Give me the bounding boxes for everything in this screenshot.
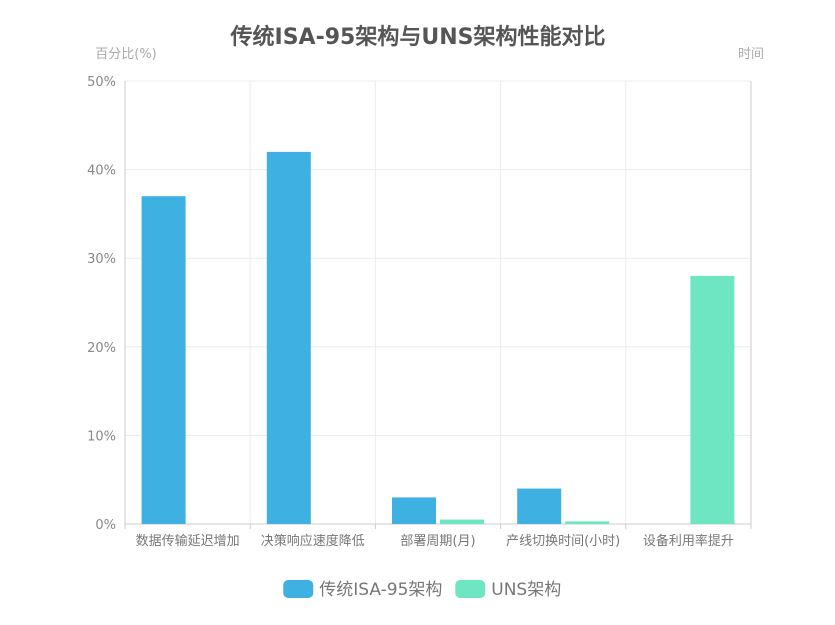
bar-isa95[interactable] (392, 497, 436, 524)
x-axis-title: 时间 (738, 47, 764, 62)
legend-swatch (283, 580, 314, 598)
x-tick-label: 决策响应速度降低 (261, 533, 365, 549)
y-tick-label: 40% (87, 164, 116, 179)
bar-uns[interactable] (565, 521, 610, 524)
grid (125, 80, 751, 524)
x-tick-label: 设备利用率提升 (643, 533, 734, 549)
bar-isa95[interactable] (141, 196, 186, 524)
y-tick-label: 50% (87, 75, 116, 90)
legend-item-uns[interactable]: UNS架构 (455, 580, 561, 600)
x-tick-label: 部署周期(月) (400, 534, 475, 549)
y-axis-title: 百分比(%) (95, 47, 157, 62)
tick-labels: 0% 10% 20% 30% 40% 50% 数据传输延迟增加 决策响应速度降低 部署周期(月)… (87, 75, 734, 549)
legend[interactable]: 传统ISA-95架构 UNS架构 (283, 580, 561, 600)
bar-uns[interactable] (690, 275, 735, 524)
bars (141, 151, 735, 524)
x-tick-label: 产线切换时间(小时) (506, 534, 620, 549)
legend-swatch (455, 580, 486, 598)
chart-title: 传统ISA-95架构与UNS架构性能对比 (230, 24, 606, 50)
bar-isa95[interactable] (266, 151, 311, 524)
legend-item-isa95[interactable]: 传统ISA-95架构 (283, 580, 442, 600)
y-tick-label: 10% (87, 429, 116, 444)
y-tick-label: 30% (87, 252, 116, 267)
bar-uns[interactable] (440, 519, 484, 524)
bar-isa95[interactable] (517, 488, 562, 524)
axes (124, 81, 752, 529)
x-tick-label: 数据传输延迟增加 (136, 533, 240, 549)
y-tick-label: 20% (87, 341, 116, 356)
y-tick-label: 0% (95, 518, 116, 533)
legend-label: 传统ISA-95架构 (319, 580, 442, 600)
legend-label: UNS架构 (491, 580, 561, 600)
